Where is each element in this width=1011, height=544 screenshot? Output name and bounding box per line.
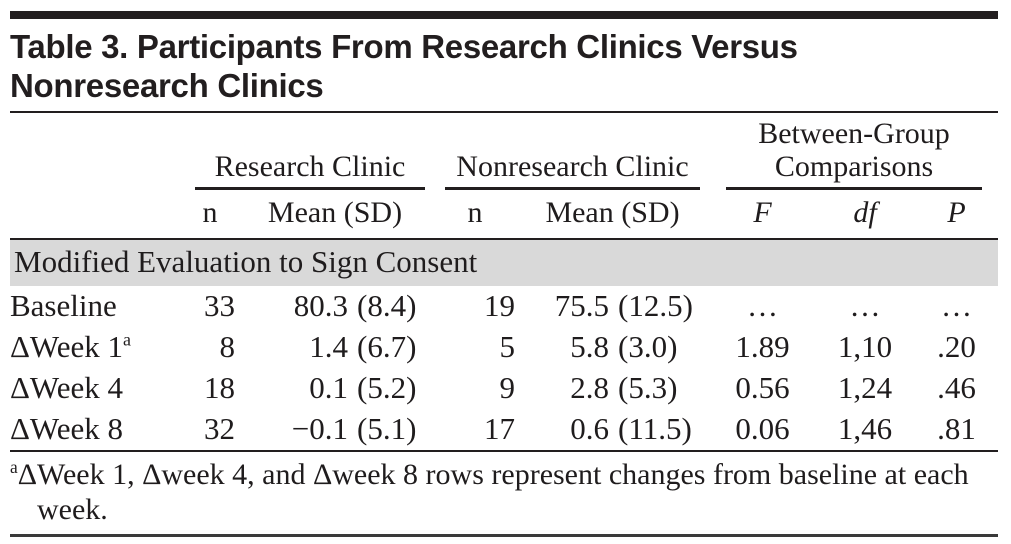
cell-mean-sd-research: 0.1 (5.2): [309, 370, 417, 406]
cell-p: .81: [937, 411, 976, 447]
top-rule: [10, 11, 998, 19]
table-row-delta-week-8: ΔWeek 8 32 −0.1 (5.1) 17 0.6 (11.5) 0.06 1…: [10, 409, 998, 451]
table-row-delta-week-4: ΔWeek 4 18 0.1 (5.2) 9 2.8 (5.3) 0.56 1,24…: [10, 368, 998, 409]
row-label: ΔWeek 4: [10, 370, 123, 406]
cell-f: 0.06: [735, 411, 790, 447]
table-footnote: aΔWeek 1, Δweek 4, and Δweek 8 rows repr…: [10, 457, 998, 527]
row-label-superscript: a: [122, 330, 131, 351]
footnote-superscript: a: [10, 456, 18, 477]
section-header-row: Modified Evaluation to Sign Consent: [10, 238, 999, 286]
cell-mean-sd-nonresearch: 0.6 (11.5): [570, 411, 692, 447]
col-header-p: P: [915, 189, 999, 240]
group-header-between-group-comparisons: Between-Group Comparisons: [710, 113, 998, 190]
cell-mean-sd-nonresearch: 5.8 (3.0): [570, 329, 678, 365]
title-rule: [10, 110, 998, 113]
cell-f: 1.89: [735, 329, 790, 365]
bottom-rule: [10, 533, 998, 537]
cell-n-research: 33: [204, 288, 235, 324]
cell-f: …: [747, 288, 779, 324]
table-row-baseline: Baseline 33 80.3 (8.4) 19 75.5 (12.5) … … …: [10, 286, 998, 327]
cell-n-research: 8: [219, 329, 236, 365]
group-header-nonresearch-clinic: Nonresearch Clinic: [435, 113, 710, 190]
row-label: ΔWeek 1a: [10, 329, 131, 365]
cell-n-nonresearch: 19: [484, 288, 515, 324]
table-title: Table 3. Participants From Research Clin…: [10, 28, 798, 104]
cell-mean-sd-nonresearch: 75.5 (12.5): [554, 288, 693, 324]
col-header-mean-sd-nonresearch: Mean (SD): [515, 189, 711, 240]
section-header-label: Modified Evaluation to Sign Consent: [10, 238, 999, 286]
col-header-df: df: [815, 189, 916, 240]
group-header-spacer: [10, 113, 185, 190]
cell-n-research: 18: [204, 370, 235, 406]
cell-mean-sd-nonresearch: 2.8 (5.3): [570, 370, 678, 406]
cell-mean-sd-research: −0.1 (5.1): [291, 411, 417, 447]
row-label: Baseline: [10, 288, 117, 324]
cell-n-research: 32: [204, 411, 235, 447]
table-row-delta-week-1: ΔWeek 1a 8 1.4 (6.7) 5 5.8 (3.0) 1.89 1,10…: [10, 327, 998, 368]
cell-n-nonresearch: 5: [499, 329, 516, 365]
cell-n-nonresearch: 9: [499, 370, 516, 406]
row-label: ΔWeek 8: [10, 411, 123, 447]
cell-p: …: [941, 288, 973, 324]
cell-n-nonresearch: 17: [484, 411, 515, 447]
cell-p: .20: [937, 329, 976, 365]
results-table: Research Clinic Nonresearch Clinic Betwe…: [10, 113, 999, 452]
cell-f: 0.56: [735, 370, 790, 406]
col-header-n-nonresearch: n: [435, 189, 515, 240]
col-header-mean-sd-research: Mean (SD): [235, 189, 435, 240]
cell-mean-sd-research: 1.4 (6.7): [309, 329, 417, 365]
col-header-f: F: [710, 189, 816, 240]
cell-df: 1,46: [837, 411, 893, 447]
footnote-text: ΔWeek 1, Δweek 4, and Δweek 8 rows repre…: [17, 457, 969, 526]
cell-df: …: [849, 288, 881, 324]
cell-p: .46: [937, 370, 976, 406]
cell-df: 1,10: [837, 329, 893, 365]
cell-df: 1,24: [837, 370, 893, 406]
group-header-row: Research Clinic Nonresearch Clinic Betwe…: [10, 113, 998, 190]
col-header-n-research: n: [185, 189, 235, 240]
column-header-spacer: [10, 189, 185, 240]
group-header-research-clinic: Research Clinic: [185, 113, 435, 190]
column-header-row: n Mean (SD) n Mean (SD) F df P: [10, 189, 999, 240]
cell-mean-sd-research: 80.3 (8.4): [293, 288, 417, 324]
